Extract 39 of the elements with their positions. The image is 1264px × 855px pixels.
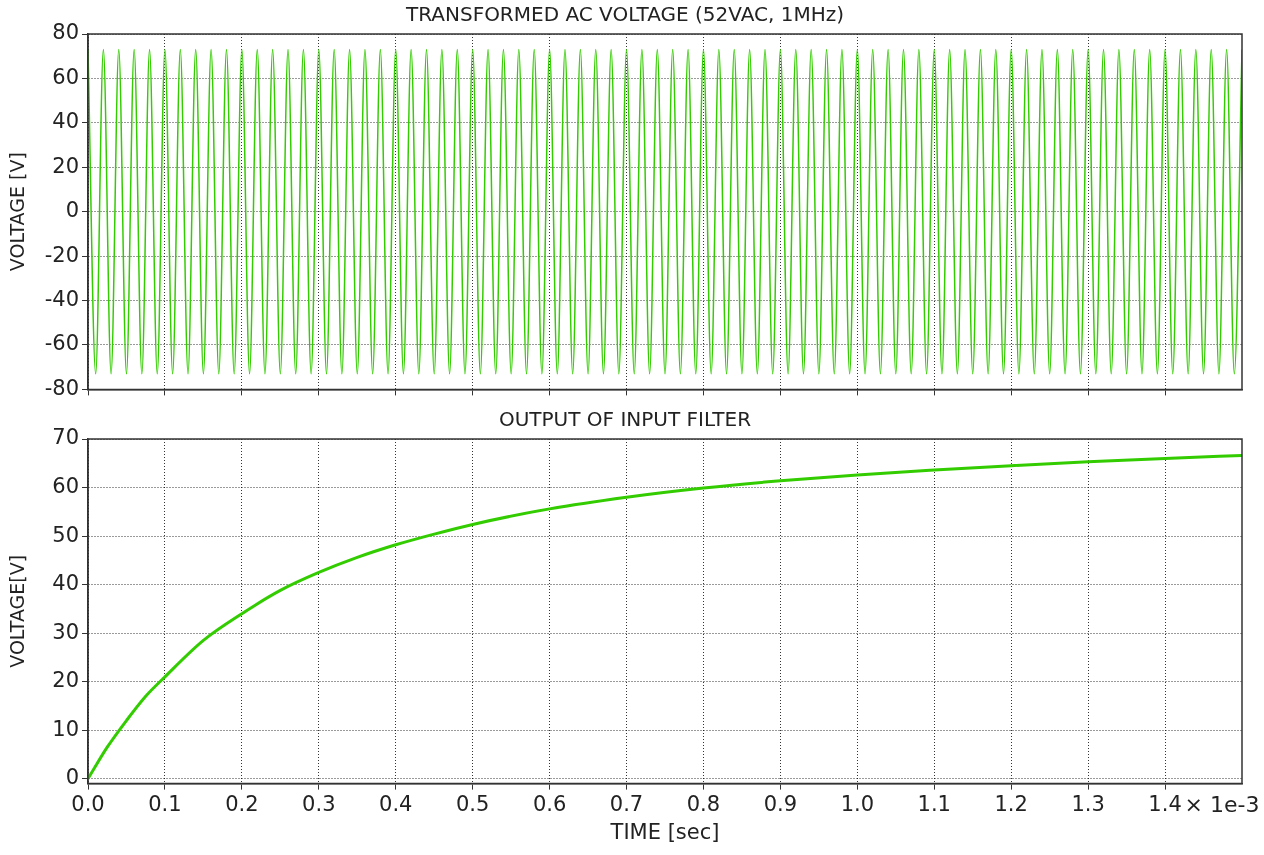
x-tick-label: 0.2 <box>225 791 259 816</box>
x-tick-label: 1.2 <box>994 791 1028 816</box>
y-tick-label: -80 <box>44 375 79 400</box>
x-tick-label: 0.9 <box>763 791 798 816</box>
x-tick-label: 0.4 <box>379 791 413 816</box>
x-tick-label: 0.0 <box>71 791 105 816</box>
y-tick-label: 40 <box>52 109 79 134</box>
y-tick-label: 0 <box>65 198 79 223</box>
y-tick-label: 60 <box>52 64 79 89</box>
y-tick-label: -60 <box>44 331 79 356</box>
y-tick-label: 10 <box>52 716 79 741</box>
chart-title: OUTPUT OF INPUT FILTER <box>498 407 752 432</box>
y-tick-label: 70 <box>52 425 79 450</box>
y-tick-label: -20 <box>44 242 79 267</box>
x-tick-label: 1.4 <box>1148 791 1182 816</box>
x-tick-label: 1.3 <box>1071 791 1105 816</box>
x-tick-label: 1.0 <box>840 791 875 816</box>
y-tick-label: 20 <box>52 153 79 178</box>
text: × 1e-3 <box>1184 792 1260 818</box>
y-tick-label: -40 <box>44 287 79 311</box>
x-tick-label: 0.3 <box>302 791 336 816</box>
x-tick-label: 0.1 <box>148 791 182 816</box>
y-tick-label: 30 <box>52 619 79 644</box>
x-tick-label: 1.1 <box>917 791 951 816</box>
x-axis-title: TIME [sec] <box>609 819 720 844</box>
y-tick-label: 20 <box>52 668 79 693</box>
line-series <box>88 454 1242 781</box>
y-tick-label: 60 <box>52 473 79 498</box>
x-tick-label: 0.5 <box>455 791 490 816</box>
y-tick-label: 50 <box>52 522 79 547</box>
y-tick-label: 0 <box>65 765 79 790</box>
x-tick-label: 0.7 <box>609 791 644 816</box>
y-axis-title: VOLTAGE [V] <box>6 152 29 272</box>
y-tick-label: 40 <box>52 571 79 596</box>
x-tick-label: 0.6 <box>532 791 567 816</box>
x-tick-label: 0.8 <box>686 791 721 816</box>
chart-title: TRANSFORMED AC VOLTAGE (52VAC, 1MHz) <box>404 2 845 27</box>
y-tick-label: 80 <box>52 20 79 45</box>
y-axis-title: VOLTAGE[V] <box>6 554 29 668</box>
